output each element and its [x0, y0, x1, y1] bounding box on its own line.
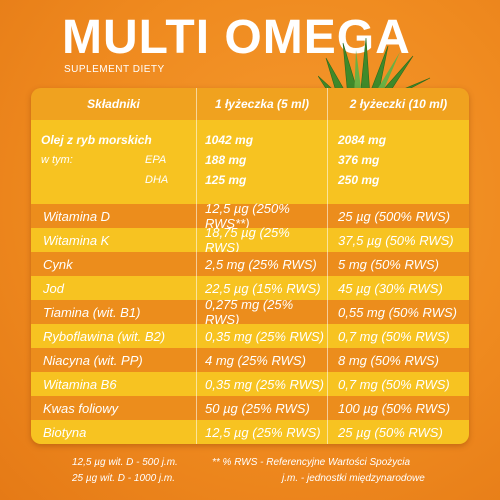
footer-note-vitd-1: 12,5 µg wit. D - 500 j.m.: [72, 457, 178, 468]
table-row: Witamina B6 0,35 mg (25% RWS) 0,7 mg (50…: [31, 372, 469, 396]
row-dose-1: 0,35 mg (25% RWS): [197, 372, 328, 396]
row-ingredient: Tiamina (wit. B1): [31, 300, 197, 324]
epa-value-2: 376 mg: [338, 153, 380, 167]
footer-rws-note: ** % RWS - Referencyjne Wartości Spożyci…: [212, 457, 411, 468]
table-row: Niacyna (wit. PP) 4 mg (25% RWS) 8 mg (5…: [31, 348, 469, 372]
row-dose-2: 0,7 mg (50% RWS): [338, 376, 450, 392]
table-header-row: Składniki 1 łyżeczka (5 ml) 2 łyżeczki (…: [31, 88, 469, 120]
row-dose-1: 22,5 µg (15% RWS): [197, 276, 328, 300]
table-row: Witamina D 12,5 µg (250% RWS**) 25 µg (5…: [31, 201, 469, 231]
row-ingredient: Witamina K: [31, 228, 197, 252]
table-row: Witamina K 18,75 µg (25% RWS) 37,5 µg (5…: [31, 225, 469, 255]
omega-col1: 1042 mg 188 mg 125 mg: [197, 120, 328, 204]
header-one-teaspoon: 1 łyżeczka (5 ml): [197, 88, 328, 120]
row-dose-1: 0,275 mg (25% RWS): [197, 297, 328, 327]
row-ingredient: Cynk: [31, 252, 197, 276]
row-ingredient: Jod: [31, 276, 197, 300]
header-ingredient: Składniki: [31, 88, 197, 120]
row-ingredient: Witamina D: [31, 204, 197, 228]
row-dose-2: 0,7 mg (50% RWS): [338, 328, 450, 344]
table-row: Jod 22,5 µg (15% RWS) 45 µg (30% RWS): [31, 276, 469, 300]
nutrition-table: Składniki 1 łyżeczka (5 ml) 2 łyżeczki (…: [31, 88, 469, 444]
footer-jm-note: j.m. - jednostki międzynarodowe: [282, 473, 425, 484]
omega-in-which: w tym:: [41, 154, 73, 166]
omega-total-2: 2084 mg: [338, 133, 387, 147]
epa-value-1: 188 mg: [205, 153, 247, 167]
row-dose-1: 18,75 µg (25% RWS): [197, 225, 328, 255]
row-dose-1: 12,5 µg (25% RWS): [197, 420, 328, 444]
dha-value-1: 125 mg: [205, 173, 247, 187]
row-ingredient: Biotyna: [31, 420, 197, 444]
dha-label: DHA: [145, 174, 169, 186]
epa-label: EPA: [145, 154, 167, 166]
row-ingredient: Witamina B6: [31, 372, 197, 396]
row-dose-2: 100 µg (50% RWS): [338, 400, 451, 416]
row-dose-2: 25 µg (50% RWS): [338, 425, 443, 440]
table-row: Kwas foliowy 50 µg (25% RWS) 100 µg (50%…: [31, 396, 469, 420]
row-dose-1: 50 µg (25% RWS): [197, 396, 328, 420]
header-two-teaspoons: 2 łyżeczki (10 ml): [349, 97, 448, 111]
row-ingredient: Ryboflawina (wit. B2): [31, 324, 197, 348]
row-dose-2: 25 µg (500% RWS): [338, 208, 451, 224]
row-ingredient: Niacyna (wit. PP): [31, 348, 197, 372]
footer-note-vitd-2: 25 µg wit. D - 1000 j.m.: [72, 473, 176, 484]
omega-label: Olej z ryb morskich: [41, 133, 152, 147]
product-title: MULTI OMEGA: [62, 11, 411, 64]
row-dose-1: 4 mg (25% RWS): [197, 348, 328, 372]
omega-labels: Olej z ryb morskich w tym: EPA DHA: [31, 120, 197, 204]
row-dose-2: 8 mg (50% RWS): [338, 352, 439, 368]
row-ingredient: Kwas foliowy: [31, 396, 197, 420]
omega-total-1: 1042 mg: [205, 133, 254, 147]
table-row: Cynk 2,5 mg (25% RWS) 5 mg (50% RWS): [31, 252, 469, 276]
dha-value-2: 250 mg: [338, 173, 380, 187]
row-dose-1: 12,5 µg (250% RWS**): [197, 201, 328, 231]
row-dose-2: 45 µg (30% RWS): [338, 280, 443, 296]
row-dose-1: 0,35 mg (25% RWS): [197, 324, 328, 348]
row-dose-1: 2,5 mg (25% RWS): [197, 252, 328, 276]
omega-row: Olej z ryb morskich w tym: EPA DHA 1042 …: [31, 120, 469, 204]
table-row: Tiamina (wit. B1) 0,275 mg (25% RWS) 0,5…: [31, 297, 469, 327]
product-subtitle: SUPLEMENT DIETY: [64, 64, 165, 75]
table-row: Ryboflawina (wit. B2) 0,35 mg (25% RWS) …: [31, 324, 469, 348]
row-dose-2: 37,5 µg (50% RWS): [338, 232, 454, 248]
omega-col2: 2084 mg 376 mg 250 mg: [328, 120, 469, 204]
row-dose-2: 0,55 mg (50% RWS): [338, 304, 457, 320]
table-row: Biotyna 12,5 µg (25% RWS) 25 µg (50% RWS…: [31, 420, 469, 444]
row-dose-2: 5 mg (50% RWS): [338, 256, 439, 272]
